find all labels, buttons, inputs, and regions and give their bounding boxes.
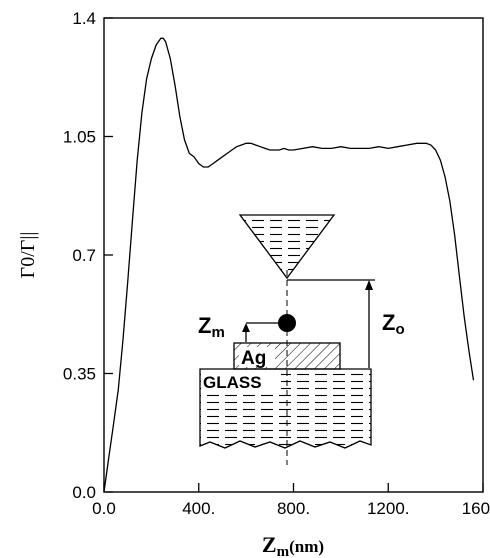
ag-label: Ag <box>241 348 266 369</box>
glass-label: GLASS <box>203 373 262 392</box>
zm-label: Zm <box>198 313 225 341</box>
molecule-dot <box>278 314 296 332</box>
y-tick-label: 1.05 <box>63 128 96 147</box>
x-axis-label: Zm(nm) <box>262 532 324 558</box>
x-axis-label-sub: m <box>277 544 290 558</box>
zo-arrowhead <box>365 280 373 290</box>
y-tick-label: 0.0 <box>72 483 96 502</box>
x-tick-label: 0.0 <box>92 499 116 518</box>
inset-schematic: Zm Zo Ag GLASS <box>198 214 405 465</box>
y-tick-label: 1.4 <box>72 9 96 28</box>
y-axis-label: Γ0/Γ|| <box>17 232 39 279</box>
x-tick-label: 400. <box>182 499 215 518</box>
x-axis-label-unit: (nm) <box>289 537 324 556</box>
probe-tip <box>238 214 336 280</box>
y-tick-label: 0.35 <box>63 365 96 384</box>
zo-label: Zo <box>382 310 405 338</box>
x-tick-label: 800. <box>277 499 310 518</box>
zm-arrowhead <box>242 323 250 332</box>
y-axis-ticks: 0.0 0.35 0.7 1.05 1.4 <box>63 9 113 502</box>
y-tick-label: 0.7 <box>72 246 96 265</box>
x-axis-label-main: Z <box>262 532 277 557</box>
series-line <box>103 37 475 493</box>
x-tick-label: 1200. <box>367 499 410 518</box>
